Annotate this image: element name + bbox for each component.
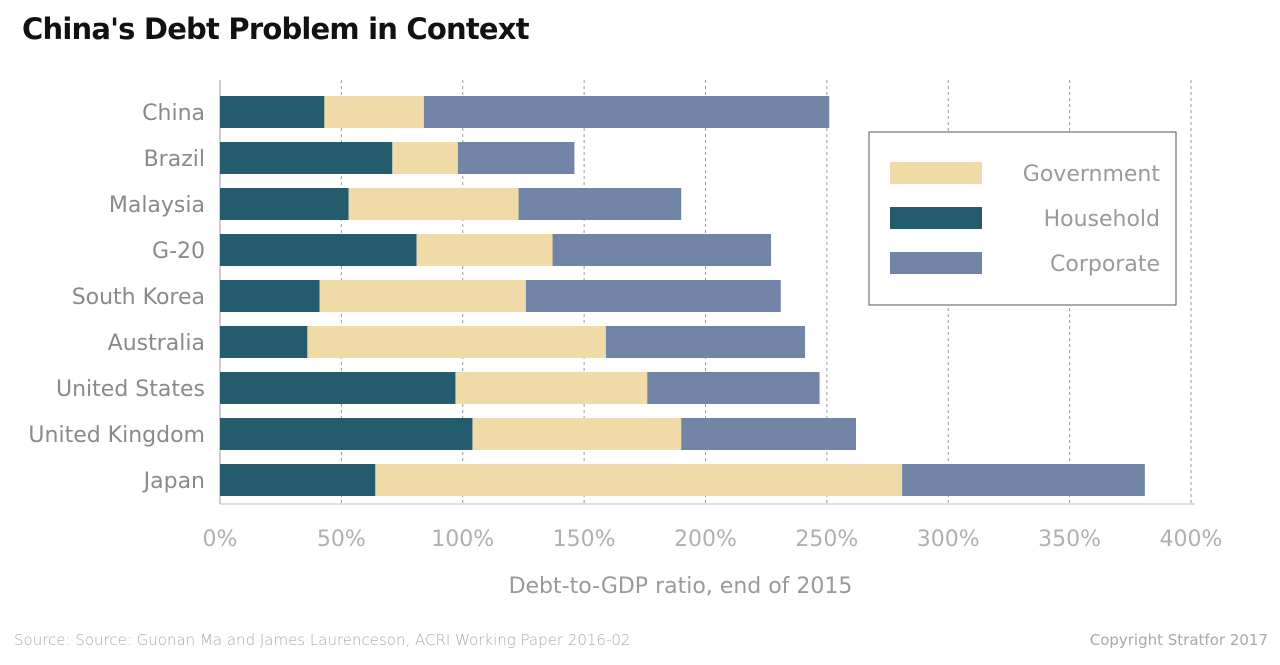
bar-brazil-corporate [457, 142, 575, 174]
bar-g-20-corporate [552, 234, 772, 266]
bar-malaysia-household [220, 188, 349, 220]
bar-japan-household [220, 464, 376, 496]
bar-g-20-household [220, 234, 417, 266]
category-labels: China Brazil Malaysia G-20 South Korea Austra… [28, 101, 205, 494]
x-tick-label: 400% [1160, 527, 1223, 552]
x-tick-label: 350% [1038, 527, 1101, 552]
bar-brazil-household [220, 142, 393, 174]
bar-south-korea-government [319, 280, 526, 312]
bar-china-corporate [423, 96, 830, 128]
category-label: China [142, 101, 205, 126]
category-label: United Kingdom [28, 423, 205, 448]
bar-japan-government [375, 464, 903, 496]
bar-brazil-government [392, 142, 458, 174]
legend-label-government: Government [1023, 162, 1161, 187]
source-note: Source: Source: Guonan Ma and James Laur… [14, 631, 631, 649]
x-tick-label: 50% [317, 527, 366, 552]
bar-japan-corporate [902, 464, 1145, 496]
bar-australia-corporate [605, 326, 806, 358]
bar-malaysia-corporate [518, 188, 682, 220]
bar-united-states-government [455, 372, 648, 404]
bar-china-government [324, 96, 424, 128]
x-tick-label: 200% [674, 527, 737, 552]
legend-swatch-corporate [890, 252, 982, 274]
x-axis-label: Debt-to-GDP ratio, end of 2015 [509, 574, 853, 599]
category-label: G-20 [152, 239, 205, 264]
bar-australia-household [220, 326, 308, 358]
bar-australia-government [307, 326, 606, 358]
bar-united-kingdom-corporate [681, 418, 857, 450]
x-tick-label: 100% [431, 527, 494, 552]
bar-united-states-corporate [647, 372, 820, 404]
category-label: United States [56, 377, 205, 402]
category-label: Brazil [144, 147, 205, 172]
bar-malaysia-government [348, 188, 519, 220]
copyright-note: Copyright Stratfor 2017 [1089, 631, 1268, 649]
category-label: Australia [108, 331, 205, 356]
debt-chart: China Brazil Malaysia G-20 South Korea Austra… [28, 80, 1223, 599]
legend-swatch-household [890, 207, 982, 229]
bar-g-20-government [416, 234, 553, 266]
x-tick-label: 250% [795, 527, 858, 552]
bar-united-kingdom-household [220, 418, 473, 450]
x-tick-label: 300% [917, 527, 980, 552]
x-tick-labels: 0% 50% 100% 150% 200% 250% 300% 350% 400% [203, 527, 1223, 552]
legend: Government Household Corporate [868, 131, 1177, 306]
category-label: Malaysia [109, 193, 205, 218]
bar-united-kingdom-government [472, 418, 682, 450]
legend-swatch-government [890, 162, 982, 184]
legend-label-household: Household [1044, 207, 1160, 232]
category-label: Japan [142, 469, 205, 494]
bar-united-states-household [220, 372, 456, 404]
bar-marks [220, 96, 1145, 496]
bar-china-household [220, 96, 325, 128]
bar-south-korea-corporate [525, 280, 781, 312]
x-tick-label: 0% [203, 527, 238, 552]
category-label: South Korea [72, 285, 205, 310]
legend-label-corporate: Corporate [1050, 252, 1160, 277]
x-tick-label: 150% [553, 527, 616, 552]
chart-title: China's Debt Problem in Context [22, 12, 530, 46]
bar-south-korea-household [220, 280, 320, 312]
